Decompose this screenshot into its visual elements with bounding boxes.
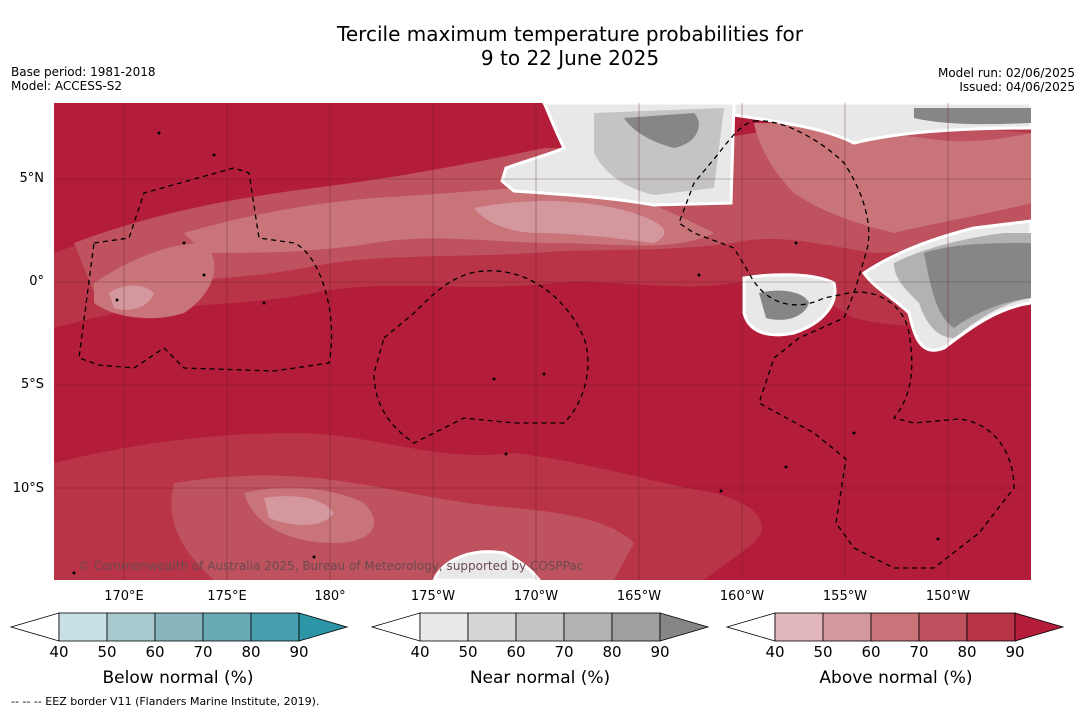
- colorbar-segment: [154, 612, 204, 642]
- meta-left: Base period: 1981-2018 Model: ACCESS-S2: [11, 65, 156, 93]
- model-name: Model: ACCESS-S2: [11, 79, 123, 93]
- colorbar-segment: [467, 612, 517, 642]
- colorbar-segment: [202, 612, 252, 642]
- colorbar-high-arrow: [659, 612, 710, 642]
- colorbar-segment: [250, 612, 300, 642]
- lon-label-175w: 175°W: [410, 589, 456, 604]
- near-normal-label: Near normal (%): [469, 668, 611, 688]
- colorbar-low-arrow: [370, 612, 421, 642]
- copyright-notice: © Commonwealth of Australia 2025, Bureau…: [78, 559, 584, 573]
- colorbar-segment: [515, 612, 565, 642]
- above-normal-label: Above normal (%): [819, 668, 973, 688]
- near-normal-center-core: [759, 290, 809, 320]
- near-normal-east-core: [924, 243, 1031, 328]
- colorbar-segment: [822, 612, 872, 642]
- eez-kiribati-gilberts: [78, 167, 333, 372]
- colorbar-segment: [918, 612, 968, 642]
- colorbar-segment: [58, 612, 108, 642]
- map-title: Tercile maximum temperature probabilitie…: [0, 22, 1085, 70]
- near-normal-south: [432, 550, 541, 580]
- eez-footnote: -- -- -- EEZ border V11 (Flanders Marine…: [11, 695, 320, 708]
- above-50-region-west: [109, 285, 154, 310]
- near-normal-north-core: [624, 113, 699, 148]
- eez-borders: [78, 120, 1015, 569]
- colorbars: [9, 612, 1065, 642]
- lon-label-170e: 170°E: [104, 589, 144, 604]
- colorbar-tick-label: 40: [765, 643, 785, 661]
- title-line-2: 9 to 22 June 2025: [480, 46, 660, 70]
- colorbar-segment: [870, 612, 920, 642]
- meta-right: Model run: 02/06/2025 Issued: 04/06/2025: [938, 66, 1075, 94]
- near-normal-ne-core: [914, 108, 1031, 125]
- colorbar-tick-label: 70: [909, 643, 929, 661]
- colorbar-tick-label: 60: [145, 643, 165, 661]
- map-canvas: [54, 103, 1031, 580]
- probability-map: [54, 103, 1031, 580]
- model-run: Model run: 02/06/2025: [937, 66, 1075, 80]
- colorbar-segment: [774, 612, 824, 642]
- base-period: Base period: 1981-2018: [11, 65, 156, 79]
- lon-label-155w: 155°W: [822, 589, 868, 604]
- lon-label-165w: 165°W: [616, 589, 662, 604]
- colorbar-near-normal: [370, 612, 710, 642]
- colorbar-tick-label: 80: [241, 643, 261, 661]
- above-50-region-south: [264, 496, 334, 525]
- colorbar-segment: [563, 612, 613, 642]
- colorbar-tick-label: 70: [193, 643, 213, 661]
- colorbar-high-arrow: [298, 612, 349, 642]
- colorbar-tick-label: 90: [1005, 643, 1025, 661]
- lat-label-10s: 10°S: [12, 481, 44, 496]
- colorbar-segment: [611, 612, 661, 642]
- colorbar-tick-label: 50: [813, 643, 833, 661]
- lat-label-5s: 5°S: [20, 377, 44, 392]
- eez-line-islands: [678, 120, 1015, 569]
- colorbar-tick-label: 70: [554, 643, 574, 661]
- colorbar-tick-label: 60: [506, 643, 526, 661]
- colorbar-tick-label: 80: [957, 643, 977, 661]
- eez-phoenix: [373, 270, 589, 444]
- issued-date: Issued: 04/06/2025: [959, 80, 1075, 94]
- title-line-1: Tercile maximum temperature probabilitie…: [337, 22, 803, 46]
- colorbar-tick-label: 60: [861, 643, 881, 661]
- colorbar-tick-label: 90: [650, 643, 670, 661]
- colorbar-segment: [106, 612, 156, 642]
- colorbar-segment: [966, 612, 1016, 642]
- colorbar-tick-label: 40: [49, 643, 69, 661]
- colorbar-tick-label: 80: [602, 643, 622, 661]
- colorbar-high-arrow: [1014, 612, 1065, 642]
- colorbar-tick-label: 50: [458, 643, 478, 661]
- lon-label-170w: 170°W: [513, 589, 559, 604]
- islands: [72, 131, 940, 575]
- above-60-region: [184, 183, 714, 253]
- colorbar-tick-label: 90: [289, 643, 309, 661]
- colorbar-low-arrow: [725, 612, 776, 642]
- above-50-region: [474, 201, 665, 243]
- lon-label-175e: 175°E: [207, 589, 247, 604]
- above-60-region-ne: [754, 123, 1031, 233]
- lon-label-150w: 150°W: [925, 589, 971, 604]
- colorbar-above-normal: [725, 612, 1065, 642]
- colorbar-low-arrow: [9, 612, 60, 642]
- below-normal-label: Below normal (%): [102, 668, 254, 688]
- graticule: [54, 103, 1031, 580]
- lon-label-180: 180°: [314, 589, 346, 604]
- colorbar-tick-label: 50: [97, 643, 117, 661]
- colorbar-tick-label: 40: [410, 643, 430, 661]
- lon-label-160w: 160°W: [719, 589, 765, 604]
- lat-label-5n: 5°N: [19, 171, 45, 186]
- colorbar-below-normal: [9, 612, 349, 642]
- lat-label-0: 0°: [29, 274, 44, 289]
- colorbar-segment: [419, 612, 469, 642]
